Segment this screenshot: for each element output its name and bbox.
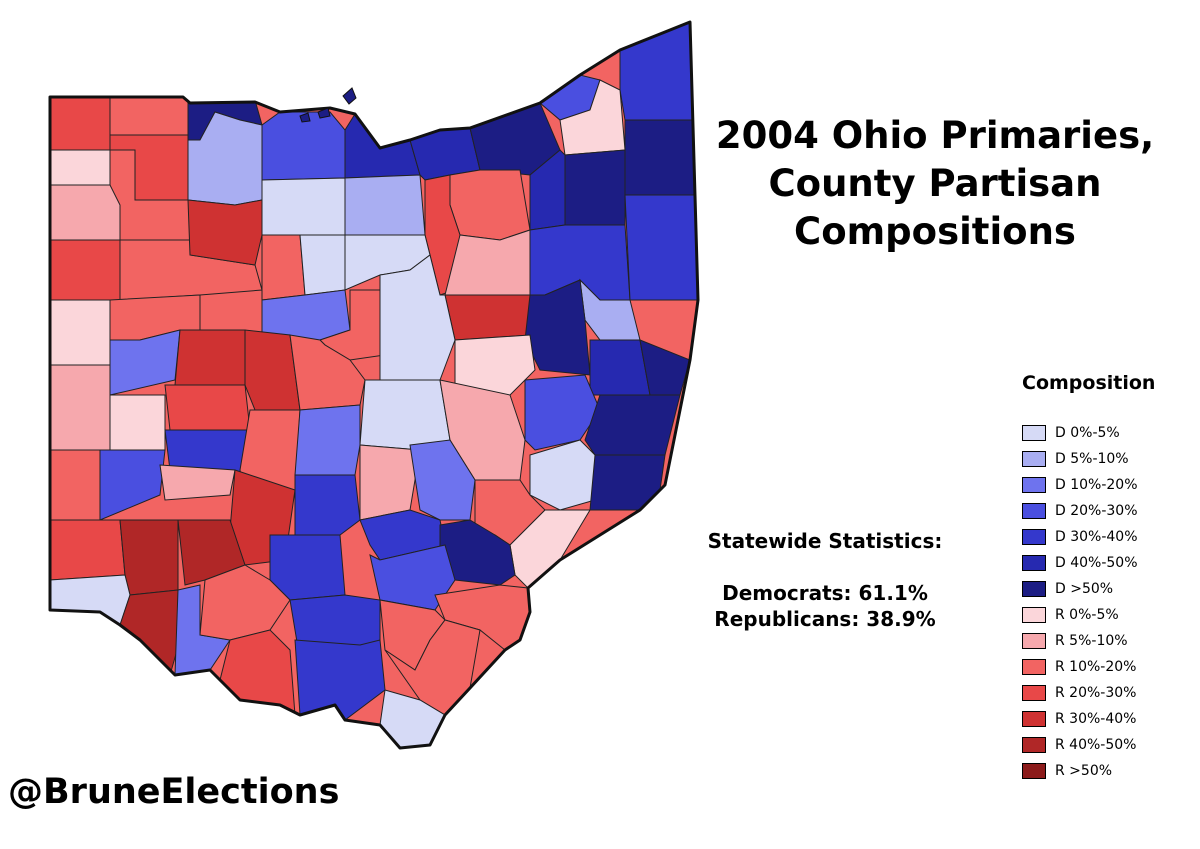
- legend-swatch: [1022, 451, 1046, 467]
- county: [624, 194, 698, 301]
- county: [261, 177, 346, 236]
- county: [529, 149, 566, 231]
- legend-label: D 30%-40%: [1055, 529, 1138, 545]
- legend-swatch: [1022, 659, 1046, 675]
- legend-label: R 20%-30%: [1055, 685, 1137, 701]
- county: [294, 404, 361, 476]
- legend-label: D 20%-30%: [1055, 503, 1138, 519]
- county: [109, 96, 189, 136]
- county: [344, 174, 426, 236]
- legend-label: D 10%-20%: [1055, 477, 1138, 493]
- title-line: 2004 Ohio Primaries,: [715, 114, 1155, 157]
- legend-item: R 40%-50%: [1022, 732, 1138, 758]
- legend-swatch: [1022, 711, 1046, 727]
- legend-title: Composition: [1022, 372, 1156, 394]
- county: [159, 464, 236, 501]
- county: [50, 96, 111, 151]
- county: [50, 449, 101, 521]
- legend-label: R 10%-20%: [1055, 659, 1137, 675]
- legend-swatch: [1022, 737, 1046, 753]
- county: [299, 234, 346, 296]
- legend-label: R 40%-50%: [1055, 737, 1137, 753]
- county: [50, 364, 111, 451]
- legend-swatch: [1022, 555, 1046, 571]
- county: [99, 449, 166, 521]
- map-title: 2004 Ohio Primaries, County Partisan Com…: [700, 112, 1170, 256]
- county: [50, 149, 111, 186]
- county: [294, 474, 361, 536]
- legend-item: R 10%-20%: [1022, 654, 1138, 680]
- legend-swatch: [1022, 503, 1046, 519]
- county: [50, 574, 131, 626]
- legend-swatch: [1022, 425, 1046, 441]
- county: [164, 384, 251, 431]
- legend-item: D 5%-10%: [1022, 446, 1138, 472]
- county: [174, 329, 246, 386]
- author-handle: @BruneElections: [8, 772, 340, 812]
- legend-swatch: [1022, 607, 1046, 623]
- legend-item: R >50%: [1022, 758, 1138, 784]
- county: [269, 534, 346, 601]
- ohio-county-map: [48, 20, 700, 750]
- legend-item: R 20%-30%: [1022, 680, 1138, 706]
- county: [624, 119, 696, 196]
- title-line: Compositions: [794, 210, 1076, 253]
- legend-label: D 5%-10%: [1055, 451, 1129, 467]
- legend-item: R 5%-10%: [1022, 628, 1138, 654]
- legend-swatch: [1022, 477, 1046, 493]
- county: [589, 454, 666, 511]
- county: [584, 394, 681, 456]
- stats-democrats: Democrats: 61.1%: [722, 581, 928, 605]
- legend-label: R >50%: [1055, 763, 1113, 779]
- county: [261, 234, 306, 301]
- legend-item: D 20%-30%: [1022, 498, 1138, 524]
- legend-swatch: [1022, 581, 1046, 597]
- county: [50, 299, 111, 366]
- lake-erie-island: [299, 112, 311, 123]
- legend-swatch: [1022, 529, 1046, 545]
- legend: D 0%-5% D 5%-10% D 10%-20% D 20%-30% D 30%-4…: [1022, 420, 1138, 784]
- legend-item: D 40%-50%: [1022, 550, 1138, 576]
- county: [109, 394, 166, 451]
- county: [50, 239, 121, 301]
- legend-item: D >50%: [1022, 576, 1138, 602]
- ohio-outline: [48, 20, 700, 750]
- county: [564, 149, 626, 226]
- legend-label: R 0%-5%: [1055, 607, 1119, 623]
- statewide-statistics: Statewide Statistics: Democrats: 61.1% R…: [700, 528, 950, 632]
- legend-item: D 30%-40%: [1022, 524, 1138, 550]
- legend-item: R 30%-40%: [1022, 706, 1138, 732]
- lake-erie-island: [342, 87, 357, 105]
- county: [379, 254, 456, 381]
- legend-swatch: [1022, 763, 1046, 779]
- county: [187, 199, 263, 266]
- legend-label: D >50%: [1055, 581, 1114, 597]
- legend-label: R 5%-10%: [1055, 633, 1128, 649]
- legend-label: D 0%-5%: [1055, 425, 1120, 441]
- county: [119, 519, 179, 596]
- stats-republicans: Republicans: 38.9%: [714, 607, 936, 631]
- lake-erie-island: [317, 107, 331, 119]
- legend-item: R 0%-5%: [1022, 602, 1138, 628]
- legend-swatch: [1022, 685, 1046, 701]
- county: [359, 379, 451, 451]
- legend-swatch: [1022, 633, 1046, 649]
- county: [449, 169, 531, 241]
- county: [199, 564, 291, 641]
- stats-heading: Statewide Statistics:: [707, 529, 943, 553]
- county: [50, 519, 126, 581]
- county: [444, 294, 531, 341]
- county: [50, 184, 121, 241]
- legend-label: D 40%-50%: [1055, 555, 1138, 571]
- legend-item: D 10%-20%: [1022, 472, 1138, 498]
- legend-item: D 0%-5%: [1022, 420, 1138, 446]
- title-line: County Partisan: [768, 162, 1102, 205]
- legend-label: R 30%-40%: [1055, 711, 1137, 727]
